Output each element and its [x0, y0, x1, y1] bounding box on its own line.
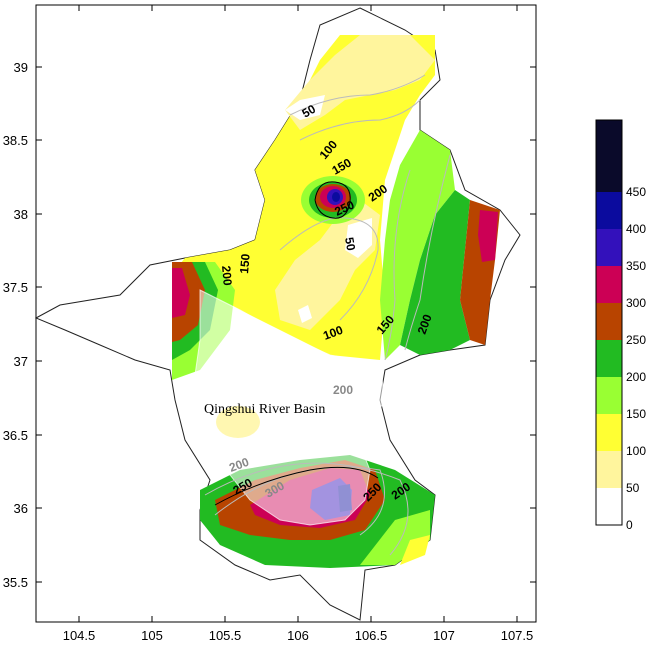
x-tick-label: 107 — [433, 628, 455, 643]
contour-line-south-2 — [204, 462, 409, 556]
qingshui-basin-overlay — [177, 289, 386, 526]
contour-line-dark-south — [214, 466, 379, 506]
axis-ticks — [36, 5, 536, 622]
contour-line-center-1 — [279, 217, 379, 321]
y-axis-labels: 39 38.5 38 37.5 37 36.5 36 35.5 — [3, 60, 28, 590]
legend-bin — [596, 229, 622, 266]
legend-label: 300 — [626, 296, 646, 310]
x-tick-label: 106 — [287, 628, 309, 643]
legend-label: 350 — [626, 259, 646, 273]
contour-label: 50 — [300, 102, 319, 121]
legend-label: 200 — [626, 370, 646, 384]
contour-line-north-2 — [299, 99, 421, 141]
legend-label: 400 — [626, 222, 646, 236]
legend-bin — [596, 192, 622, 229]
legend-bin — [596, 266, 622, 303]
zone-50-100-north — [285, 35, 435, 130]
contour-line-dark-peak — [314, 181, 351, 219]
color-zones — [172, 35, 500, 568]
contour-line-east-1 — [384, 169, 411, 361]
legend-bin — [596, 377, 622, 414]
y-tick-label: 38 — [14, 207, 28, 222]
legend-label: 250 — [626, 333, 646, 347]
x-axis-labels: 104.5 105 105.5 106 106.5 107 107.5 — [63, 628, 534, 643]
x-tick-label: 106.5 — [355, 628, 388, 643]
contour-lines — [204, 74, 451, 556]
zone-0-50-north — [285, 95, 325, 120]
x-tick-label: 107.5 — [501, 628, 534, 643]
legend-bin — [596, 340, 622, 377]
y-tick-label: 36.5 — [3, 428, 28, 443]
zone-400-450-peak — [332, 192, 340, 202]
legend-bin — [596, 120, 622, 192]
zone-200-250-east — [400, 190, 470, 355]
zone-0-50-center-small — [298, 305, 312, 323]
zone-300-350-west — [172, 268, 190, 318]
legend-label: 100 — [626, 444, 646, 458]
y-tick-label: 36 — [14, 501, 28, 516]
y-tick-label: 38.5 — [3, 133, 28, 148]
legend-label: 50 — [626, 481, 640, 495]
colorbar-legend: 0 50 100 150 200 250 300 350 400 450 — [595, 119, 646, 532]
y-tick-label: 37 — [14, 354, 28, 369]
contour-label: 50 — [342, 236, 358, 252]
legend-bin — [596, 451, 622, 488]
contour-label: 200 — [227, 455, 251, 475]
legend-labels: 0 50 100 150 200 250 300 350 400 450 — [626, 185, 646, 532]
x-tick-label: 104.5 — [63, 628, 96, 643]
contour-label: 200 — [333, 383, 353, 397]
x-tick-label: 105.5 — [209, 628, 242, 643]
basin-name-label: Qingshui River Basin — [204, 402, 325, 417]
contour-label: 100 — [321, 323, 345, 343]
zone-100-150-south-edge — [400, 535, 430, 565]
legend-label: 150 — [626, 407, 646, 421]
contour-label: 200 — [219, 265, 235, 286]
basin-light-spot — [216, 406, 260, 438]
legend-bin — [596, 414, 622, 451]
contour-line-east-2 — [404, 154, 451, 351]
legend-label: 450 — [626, 185, 646, 199]
contour-line-north-1 — [289, 74, 426, 116]
y-tick-label: 37.5 — [3, 280, 28, 295]
zone-150-200-east — [380, 130, 455, 360]
zone-0-50-center — [345, 218, 372, 258]
contour-lines-dark — [214, 181, 379, 506]
x-tick-label: 105 — [141, 628, 163, 643]
y-tick-label: 35.5 — [3, 575, 28, 590]
legend-bin — [596, 488, 622, 525]
y-tick-label: 39 — [14, 60, 28, 75]
legend-bin — [596, 303, 622, 340]
legend-label: 0 — [626, 518, 633, 532]
contour-label: 200 — [415, 312, 435, 336]
contour-label: 150 — [237, 253, 253, 274]
zone-300-350-east — [478, 210, 498, 262]
legend-frame — [595, 119, 623, 526]
